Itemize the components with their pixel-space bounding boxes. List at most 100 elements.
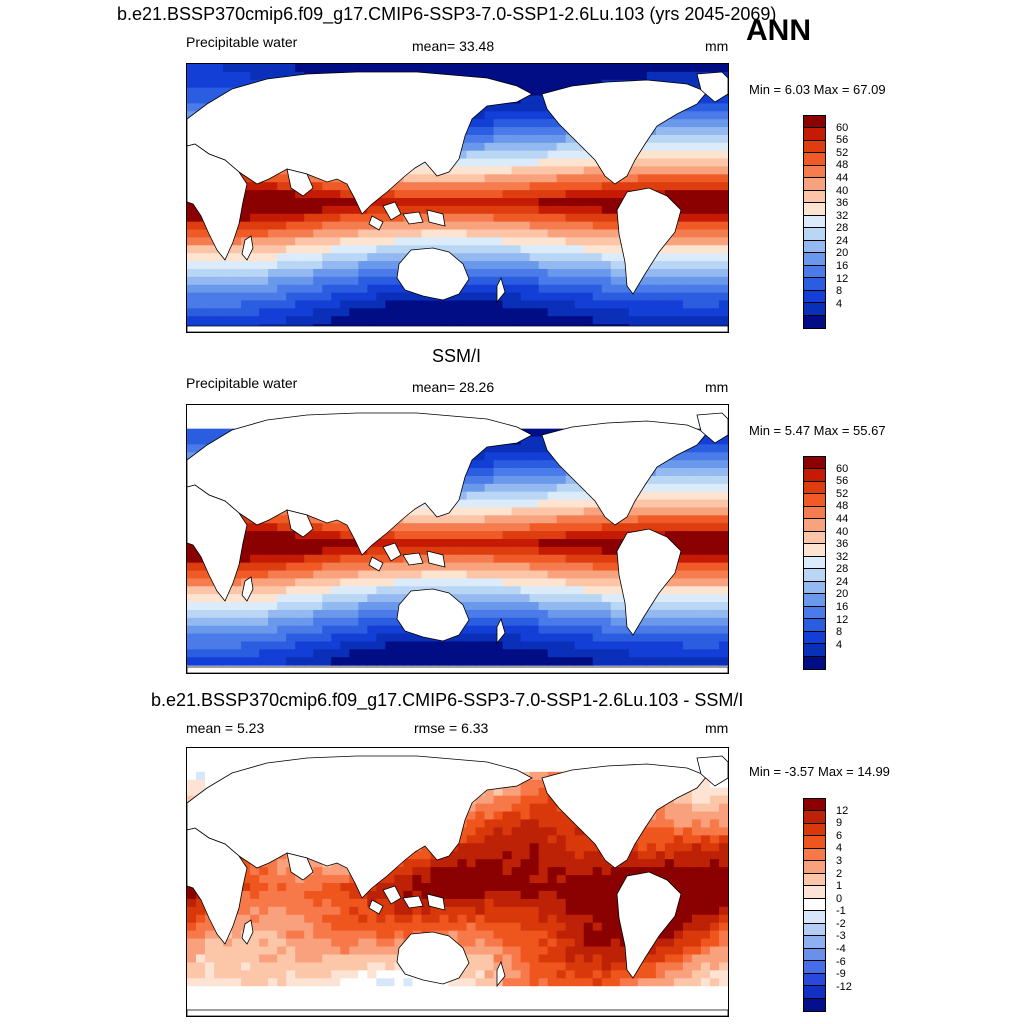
map-field-cell [259, 633, 269, 643]
map-field-cell [520, 444, 531, 453]
map-field-cell [268, 649, 278, 658]
map-field-cell [304, 883, 314, 892]
map-field-cell [718, 253, 728, 262]
map-field-cell [592, 539, 603, 548]
map-field-cell [601, 64, 612, 73]
map-field-cell [547, 198, 558, 207]
map-field-cell [538, 198, 549, 207]
map-field-cell [304, 198, 314, 207]
map-field-cell [709, 625, 720, 635]
map-field-cell [673, 300, 684, 309]
map-field-cell [673, 190, 684, 199]
map-field-cell [511, 284, 522, 294]
map-field-cell [484, 444, 495, 453]
map-field-cell [313, 182, 323, 191]
map-field-cell [313, 602, 323, 611]
map-field-cell [286, 890, 296, 900]
map-field-cell [232, 308, 242, 317]
map-field-cell [376, 609, 386, 619]
map-field-cell [619, 625, 630, 635]
map-field-cell [331, 578, 341, 587]
map-field-cell [691, 276, 702, 286]
map-field-cell [358, 300, 368, 309]
map-field-cell [493, 499, 504, 509]
map-field-cell [196, 253, 206, 262]
map-field-cell [484, 883, 495, 892]
map-field-cell [394, 554, 404, 564]
map-field-cell [466, 166, 477, 175]
map-field-cell [583, 835, 594, 844]
map-field-cell [376, 292, 386, 302]
map-field-cell [691, 539, 702, 548]
map-field-cell [493, 237, 504, 246]
map-field-cell [529, 795, 540, 805]
map-field-cell [268, 205, 278, 215]
map-field-cell [673, 182, 684, 191]
map-field-cell [295, 875, 305, 884]
map-field-cell [349, 237, 359, 246]
map-field-cell [574, 71, 585, 81]
map-field-cell [475, 483, 486, 493]
map-field-cell [709, 237, 720, 246]
map-field-cell [529, 166, 540, 175]
map-field-cell [574, 292, 585, 302]
map-field-cell [700, 150, 711, 160]
colorbar-tick-label: 44 [836, 512, 849, 525]
map-field-cell [394, 221, 404, 231]
map-field-cell [268, 71, 278, 81]
map-field-cell [313, 268, 323, 278]
map-field-cell [322, 586, 332, 595]
map-field-cell [277, 867, 287, 876]
map-field-cell [196, 906, 206, 916]
colorbar-tick-label: 12 [836, 272, 849, 285]
map-field-cell [286, 64, 296, 73]
map-field-cell [583, 609, 594, 619]
map-field-cell [610, 867, 621, 876]
map-field-cell [673, 811, 684, 821]
map-field-cell [592, 213, 603, 223]
map-field-cell [511, 546, 522, 556]
map-field-cell [583, 843, 594, 852]
map-field-cell [322, 523, 332, 532]
map-field-cell [583, 546, 594, 556]
map-field-cell [484, 491, 495, 501]
map-field-cell [241, 890, 251, 900]
map-field-cell [655, 300, 666, 309]
map-field-cell [232, 570, 242, 580]
map-field-cell [241, 174, 251, 183]
map-field-cell [673, 276, 684, 286]
map-field-cell [457, 253, 468, 262]
map-field-cell [493, 205, 504, 215]
map-field-cell [520, 890, 531, 900]
map-field-cell [493, 71, 504, 81]
colorbar-tick-label: 32 [836, 550, 849, 563]
map-field-cell [538, 64, 549, 73]
map-field-cell [529, 570, 540, 580]
map-field-cell [313, 898, 323, 908]
map-field-cell [682, 205, 693, 215]
map-field-cell [502, 71, 513, 81]
colorbar-tick-label: 36 [836, 197, 849, 210]
map-field-cell [646, 515, 657, 524]
map-field-cell [277, 554, 287, 564]
map-field-cell [664, 594, 675, 603]
map-field-cell [376, 641, 386, 650]
map-field-cell [358, 602, 368, 611]
map-field-cell [250, 906, 260, 916]
map-field-cell [664, 237, 675, 246]
map-field-cell [673, 308, 684, 317]
map-field-cell [286, 625, 296, 635]
map-field-cell [484, 867, 495, 876]
map-field-cell [700, 851, 711, 860]
map-field-cell [448, 198, 459, 207]
map-field-cell [493, 134, 504, 144]
map-field-cell [529, 562, 540, 572]
map-field-cell [268, 523, 278, 532]
colorbar-swatch [804, 556, 825, 570]
map-field-cell [592, 633, 603, 643]
map-field-cell [664, 64, 675, 73]
map-field-cell [637, 499, 648, 509]
map-field-cell [196, 95, 206, 105]
map-field-cell [556, 499, 567, 509]
map-field-cell [673, 468, 684, 477]
